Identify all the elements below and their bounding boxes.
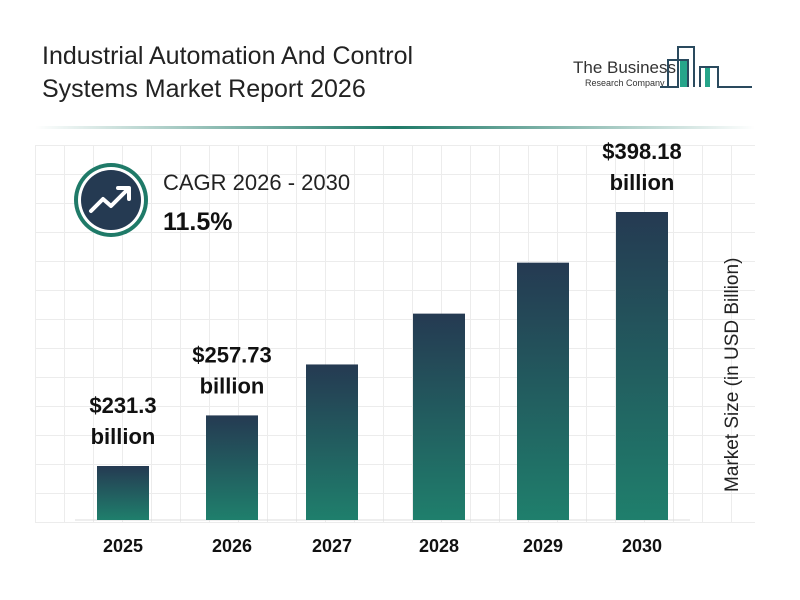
title-divider — [35, 126, 755, 129]
x-tick-2029: 2029 — [523, 536, 563, 556]
x-tick-2030: 2030 — [622, 536, 662, 556]
bar-2030 — [616, 212, 668, 520]
data-label-unit-2026: billion — [200, 373, 265, 398]
bar-2027 — [306, 364, 358, 520]
y-axis-label: Market Size (in USD Billion) — [722, 257, 743, 492]
data-label-unit-2025: billion — [91, 424, 156, 449]
bar-2025 — [97, 466, 149, 520]
x-tick-2026: 2026 — [212, 536, 252, 556]
data-label-2025: $231.3 — [89, 393, 156, 418]
logo-line2: Research Company — [585, 78, 665, 88]
logo-buildings-icon — [660, 46, 752, 88]
logo-line1: The Business — [573, 58, 676, 77]
data-label-2030: $398.18 — [602, 139, 682, 164]
bar-2028 — [413, 313, 465, 520]
bar-2029 — [517, 262, 569, 520]
trending-up-icon — [74, 163, 148, 237]
x-tick-2027: 2027 — [312, 536, 352, 556]
bar-2026 — [206, 415, 258, 520]
chart-title: Industrial Automation And Control System… — [42, 42, 414, 103]
x-tick-2028: 2028 — [419, 536, 459, 556]
data-label-2026: $257.73 — [192, 342, 272, 367]
data-label-unit-2030: billion — [610, 170, 675, 195]
cagr-label: CAGR 2026 - 2030 — [163, 170, 351, 195]
x-tick-2025: 2025 — [103, 536, 143, 556]
cagr-value: 11.5% — [163, 208, 233, 236]
